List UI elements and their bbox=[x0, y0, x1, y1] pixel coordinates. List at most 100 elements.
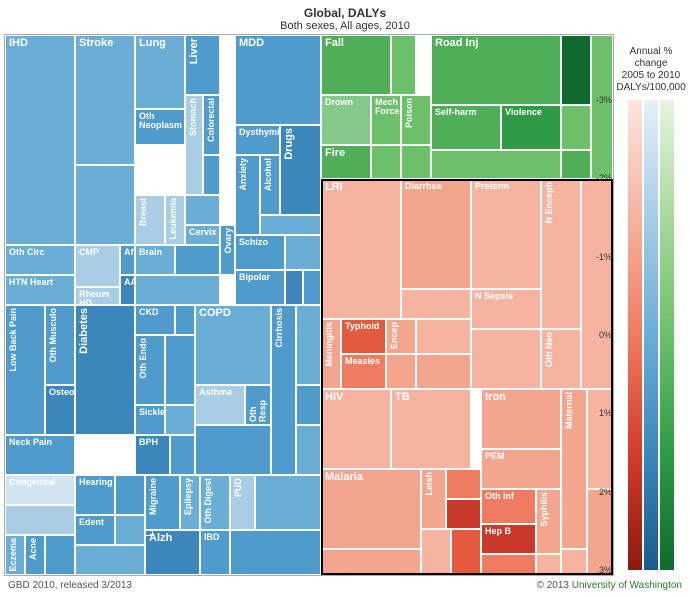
treemap-cell[interactable] bbox=[401, 145, 431, 179]
treemap-cell[interactable] bbox=[75, 545, 145, 575]
treemap-cell[interactable] bbox=[260, 215, 321, 235]
treemap-cell[interactable]: Stomach bbox=[185, 95, 203, 195]
treemap-cell[interactable]: Iron bbox=[481, 389, 561, 449]
footer-link[interactable]: University of Washington bbox=[572, 580, 682, 591]
treemap-cell[interactable]: Hearing bbox=[75, 475, 115, 515]
treemap-cell[interactable]: Anxiety bbox=[235, 155, 260, 235]
treemap-cell[interactable] bbox=[115, 475, 145, 515]
treemap-cell[interactable]: Mech Force bbox=[371, 95, 401, 145]
treemap-cell[interactable]: Diabetes bbox=[75, 305, 135, 435]
treemap-cell[interactable]: COPD bbox=[195, 305, 271, 385]
treemap-cell[interactable]: Meningitis bbox=[321, 319, 341, 389]
treemap-cell[interactable]: Oth Resp bbox=[245, 385, 271, 425]
treemap-cell[interactable]: IHD bbox=[5, 35, 75, 245]
treemap-cell[interactable]: Maternal bbox=[561, 389, 587, 549]
treemap-cell[interactable] bbox=[296, 425, 321, 475]
treemap-cell[interactable]: Poison bbox=[401, 95, 431, 145]
treemap-cell[interactable] bbox=[165, 405, 195, 435]
treemap-cell[interactable]: Malaria bbox=[321, 469, 421, 549]
treemap-cell[interactable]: N Sepsis bbox=[471, 289, 541, 329]
treemap-cell[interactable]: Colorectal bbox=[203, 95, 220, 155]
treemap-cell[interactable] bbox=[561, 105, 591, 150]
treemap-cell[interactable] bbox=[471, 329, 541, 389]
treemap-cell[interactable]: Dysthymia bbox=[235, 125, 280, 155]
treemap-cell[interactable]: Breast bbox=[135, 195, 165, 245]
treemap-cell[interactable] bbox=[45, 535, 75, 575]
treemap-cell[interactable] bbox=[296, 305, 321, 385]
treemap-cell[interactable] bbox=[446, 469, 481, 499]
treemap-cell[interactable]: Stroke bbox=[75, 35, 135, 165]
treemap-cell[interactable]: HIV bbox=[321, 389, 391, 469]
treemap-cell[interactable]: PEM bbox=[481, 449, 561, 489]
treemap-cell[interactable]: Oth Endo bbox=[135, 335, 165, 405]
treemap-cell[interactable]: MDD bbox=[235, 35, 321, 125]
treemap-cell[interactable]: Hep B bbox=[481, 524, 536, 554]
treemap-cell[interactable]: Oth Neoplasm bbox=[135, 109, 185, 145]
treemap-cell[interactable]: Preterm bbox=[471, 179, 541, 289]
treemap-cell[interactable] bbox=[203, 155, 220, 195]
treemap-cell[interactable]: Violence bbox=[501, 105, 561, 150]
treemap-cell[interactable]: Migraine bbox=[145, 475, 180, 530]
treemap-cell[interactable] bbox=[561, 549, 587, 575]
treemap-cell[interactable]: Drugs bbox=[280, 125, 321, 215]
treemap-cell[interactable] bbox=[421, 529, 451, 575]
treemap-cell[interactable]: BPH bbox=[135, 435, 170, 475]
treemap-cell[interactable] bbox=[416, 319, 471, 354]
treemap-cell[interactable]: Edent bbox=[75, 515, 115, 545]
treemap-cell[interactable]: Fall bbox=[321, 35, 391, 95]
treemap-cell[interactable]: PUD bbox=[230, 475, 255, 530]
treemap-cell[interactable] bbox=[371, 145, 401, 179]
treemap-cell[interactable] bbox=[561, 150, 591, 179]
treemap-cell[interactable] bbox=[5, 505, 75, 535]
treemap-cell[interactable]: LRI bbox=[321, 179, 401, 319]
treemap-cell[interactable]: Syphilis bbox=[536, 489, 561, 554]
treemap-cell[interactable] bbox=[285, 270, 303, 305]
treemap-cell[interactable]: Sickle bbox=[135, 405, 165, 435]
treemap-cell[interactable]: Ovary bbox=[220, 225, 235, 275]
treemap-cell[interactable] bbox=[536, 554, 561, 575]
treemap-cell[interactable]: Brain bbox=[135, 245, 175, 275]
treemap-cell[interactable]: Leish bbox=[421, 469, 446, 529]
treemap-cell[interactable] bbox=[165, 335, 195, 405]
treemap-cell[interactable] bbox=[431, 150, 561, 179]
treemap-cell[interactable]: AA bbox=[120, 275, 135, 305]
treemap-cell[interactable]: Alzh bbox=[145, 530, 200, 575]
treemap-cell[interactable] bbox=[401, 289, 471, 319]
treemap-cell[interactable]: N Enceph bbox=[541, 179, 581, 329]
treemap-cell[interactable]: Diarrhea bbox=[401, 179, 471, 289]
treemap-cell[interactable] bbox=[296, 385, 321, 425]
treemap-cell[interactable]: Oth Circ bbox=[5, 245, 75, 275]
treemap-cell[interactable] bbox=[285, 235, 321, 270]
treemap-cell[interactable]: Oth Neo bbox=[541, 329, 581, 389]
treemap-cell[interactable]: Oth Inf bbox=[481, 489, 536, 524]
treemap-cell[interactable]: Lung bbox=[135, 35, 185, 109]
treemap-cell[interactable] bbox=[446, 499, 481, 529]
treemap-cell[interactable] bbox=[230, 530, 321, 575]
treemap-cell[interactable] bbox=[391, 35, 416, 95]
treemap-cell[interactable] bbox=[75, 165, 135, 245]
treemap-cell[interactable]: Road Inj bbox=[431, 35, 561, 105]
treemap-cell[interactable] bbox=[416, 354, 471, 389]
treemap-cell[interactable]: Asthma bbox=[195, 385, 245, 425]
treemap-cell[interactable] bbox=[481, 554, 536, 575]
treemap-cell[interactable]: Low Back Pain bbox=[5, 305, 45, 435]
treemap-cell[interactable]: Congenital bbox=[5, 475, 75, 505]
treemap-cell[interactable]: Acne bbox=[25, 535, 45, 575]
treemap-cell[interactable] bbox=[321, 549, 421, 575]
treemap-cell[interactable]: Afib bbox=[120, 245, 135, 275]
treemap-cell[interactable]: Measles bbox=[341, 354, 386, 389]
treemap-cell[interactable] bbox=[170, 435, 195, 475]
treemap-cell[interactable] bbox=[195, 425, 271, 475]
treemap-cell[interactable]: CKD bbox=[135, 305, 175, 335]
treemap-cell[interactable]: Oth Neuro bbox=[145, 530, 153, 536]
treemap-cell[interactable]: Schizo bbox=[235, 235, 285, 270]
treemap-cell[interactable]: Neck Pain bbox=[5, 435, 75, 475]
treemap-cell[interactable]: Encep bbox=[386, 319, 416, 354]
treemap-cell[interactable] bbox=[185, 195, 220, 225]
treemap-cell[interactable] bbox=[303, 270, 321, 305]
treemap-cell[interactable]: Cirrhosis bbox=[271, 305, 296, 475]
treemap-cell[interactable]: Fire bbox=[321, 145, 371, 179]
treemap-cell[interactable]: CMP bbox=[75, 245, 120, 287]
treemap-cell[interactable] bbox=[561, 35, 591, 105]
treemap-cell[interactable]: Alcohol bbox=[260, 155, 280, 215]
